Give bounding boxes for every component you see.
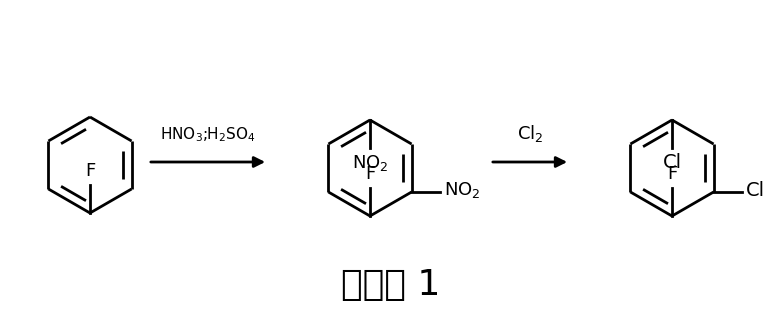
Text: NO$_2$: NO$_2$ — [351, 153, 388, 173]
Text: NO$_2$: NO$_2$ — [444, 180, 480, 200]
Text: Cl: Cl — [662, 153, 682, 172]
Text: HNO$_3$;H$_2$SO$_4$: HNO$_3$;H$_2$SO$_4$ — [160, 125, 256, 144]
Text: F: F — [667, 165, 677, 183]
Text: 方程式 1: 方程式 1 — [341, 268, 440, 302]
Text: F: F — [85, 162, 95, 180]
Text: Cl$_2$: Cl$_2$ — [517, 123, 544, 144]
Text: Cl: Cl — [746, 181, 765, 200]
Text: F: F — [365, 165, 375, 183]
